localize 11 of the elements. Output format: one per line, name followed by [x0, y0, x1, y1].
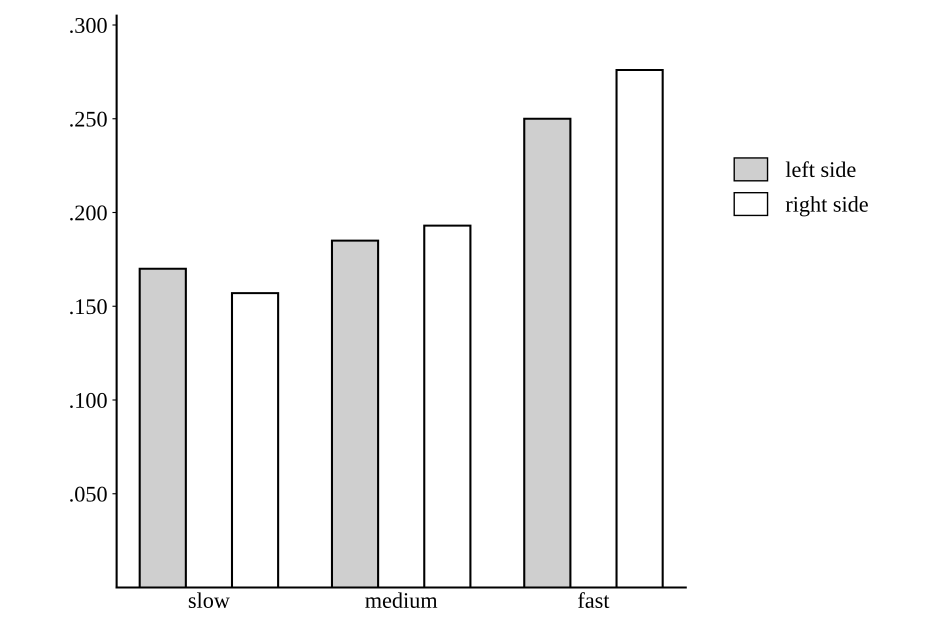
y-tick-label: .050: [70, 486, 107, 502]
y-tick-label: .300: [70, 18, 107, 34]
legend-label: left side: [786, 161, 856, 178]
y-tick-label: .100: [70, 392, 107, 408]
y-tick-label: .250: [70, 112, 107, 127]
x-tick-label: medium: [365, 592, 438, 608]
x-tick-label: fast: [578, 592, 610, 608]
legend-label: right side: [786, 196, 868, 216]
y-tick-label: .200: [70, 205, 107, 221]
y-tick-label: .150: [70, 299, 107, 314]
x-tick-label: slow: [188, 592, 230, 608]
